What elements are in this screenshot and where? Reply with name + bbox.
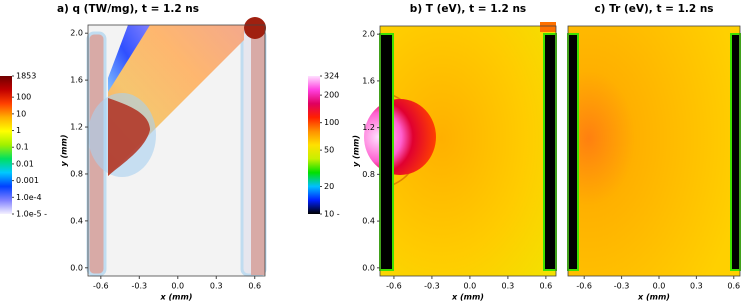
y-tick-label: 0.8 — [362, 170, 375, 179]
y-axis-label: y (mm) — [352, 135, 361, 167]
y-tick-label: 2.0 — [362, 30, 375, 39]
x-tick-label: 0.0 — [653, 282, 666, 291]
y-tick-label: 1.6 — [362, 76, 375, 85]
y-tick-label: 2.0 — [70, 29, 83, 38]
y-tick-label: 1.2 — [70, 123, 83, 132]
x-tick-label: 0.6 — [727, 282, 740, 291]
colorbar-tick-label: 200 — [324, 91, 339, 100]
panel-b-field — [364, 22, 557, 276]
panel-c-field — [567, 26, 741, 276]
colorbar-tick-label: 1.0e-4 — [16, 193, 42, 202]
y-tick-label: 0.4 — [362, 217, 375, 226]
colorbar-tick-label: 1 — [16, 126, 21, 135]
colorbar-tick-label: 10 - — [324, 210, 340, 219]
plot-frame — [87, 24, 266, 277]
x-tick-label: -0.3 — [614, 282, 630, 291]
x-axis-label: x (mm) — [451, 293, 484, 302]
y-axis-label: y (mm) — [60, 135, 69, 167]
chart-title: c) Tr (eV), t = 1.2 ns — [594, 3, 713, 15]
x-tick-label: 0.6 — [540, 282, 553, 291]
x-tick-label: 0.3 — [210, 282, 223, 291]
plot-frame — [567, 25, 741, 277]
x-tick-label: 0.3 — [502, 282, 515, 291]
x-tick-label: -0.3 — [424, 282, 440, 291]
colorbar-tick-label: 20 — [324, 182, 334, 191]
x-tick-label: 0.3 — [690, 282, 703, 291]
x-tick-label: 0.0 — [464, 282, 477, 291]
colorbar-tick-label: 1.0e-5 - — [16, 210, 47, 219]
y-tick-label: 1.2 — [362, 123, 375, 132]
colorbar-tick-label: 100 — [16, 93, 31, 102]
colorbar-tick-label: 0.01 — [16, 159, 34, 168]
x-tick-label: 0.0 — [171, 282, 184, 291]
x-axis-label: x (mm) — [160, 293, 193, 302]
colorbar-tick-label: 100 — [324, 118, 339, 127]
x-tick-label: -0.6 — [386, 282, 402, 291]
chart-title: b) T (eV), t = 1.2 ns — [410, 3, 526, 15]
y-tick-label: 0.0 — [362, 263, 375, 272]
colorbar — [308, 76, 320, 214]
y-tick-label: 0.8 — [70, 169, 83, 178]
plot-frame — [379, 25, 557, 277]
x-tick-label: -0.6 — [576, 282, 592, 291]
colorbar-tick-label: 1853 — [16, 72, 36, 81]
colorbar — [0, 76, 12, 214]
y-tick-label: 1.6 — [70, 76, 83, 85]
y-tick-label: 0.0 — [70, 263, 83, 272]
colorbar-tick-label: 0.1 — [16, 143, 29, 152]
colorbar-tick-label: 0.001 — [16, 176, 39, 185]
panel-a-field — [86, 17, 267, 277]
y-tick-label: 0.4 — [70, 216, 83, 225]
colorbar-tick-label: 324 — [324, 72, 339, 81]
x-tick-label: -0.6 — [93, 282, 109, 291]
chart-title: a) q (TW/mg), t = 1.2 ns — [57, 3, 199, 15]
x-tick-label: 0.6 — [248, 282, 261, 291]
x-tick-label: -0.3 — [131, 282, 147, 291]
x-axis-label: x (mm) — [637, 293, 670, 302]
colorbar-tick-label: 10 — [16, 109, 26, 118]
colorbar-tick-label: 50 — [324, 146, 334, 155]
